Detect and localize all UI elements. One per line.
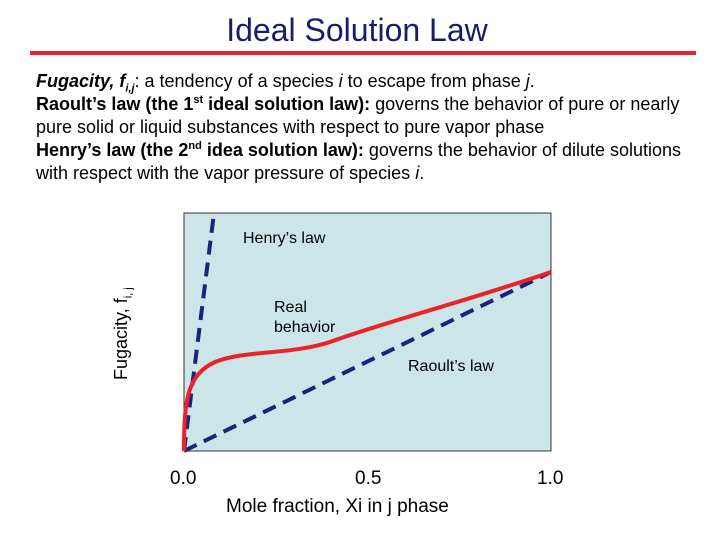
henry-definition: Henry’s law (the 2nd idea solution law):… — [36, 139, 706, 185]
y-axis-label-text: Fugacity, f — [111, 298, 131, 380]
raoult-text: governs the behavior of pure or nearly p… — [36, 94, 680, 137]
real-behavior-label-line2: behavior — [274, 319, 336, 336]
x-axis-label: Mole fraction, Xi in j phase — [226, 496, 449, 517]
henry-term-a: Henry’s law (the 2 — [36, 140, 189, 160]
fugacity-definition: Fugacity, fi,j: a tendency of a species … — [36, 70, 706, 95]
henry-i: i — [415, 163, 420, 183]
real-behavior-label-line1: Real — [274, 299, 307, 316]
y-axis-label: Fugacity, fi, j — [111, 287, 135, 380]
plot-area — [183, 212, 552, 452]
raoult-law-label: Raoult’s law — [408, 358, 494, 375]
real-behavior-curve — [182, 270, 552, 452]
y-axis-label-subscript: i, j — [122, 287, 135, 299]
fugacity-subscript: i,j — [125, 82, 135, 95]
henry-sup: nd — [188, 140, 202, 152]
raoult-law-line — [183, 270, 552, 453]
henry-text-end: . — [419, 163, 425, 183]
fugacity-j: j — [525, 71, 530, 91]
fugacity-term: Fugacity, f — [36, 71, 126, 91]
x-tick-0-5: 0.5 — [355, 468, 382, 489]
page-title: Ideal Solution Law — [226, 12, 488, 48]
fugacity-text-a: : a tendency of a species — [134, 71, 339, 91]
fugacity-text-c: . — [529, 71, 535, 91]
henry-law-line — [182, 212, 216, 452]
x-tick-1: 1.0 — [537, 468, 564, 489]
fugacity-i: i — [338, 71, 343, 91]
raoult-term-b: ideal solution law): — [203, 94, 371, 114]
raoult-sup: st — [193, 94, 204, 106]
fugacity-text-b: to escape from phase — [342, 71, 526, 91]
raoult-term-a: Raoult’s law (the 1 — [36, 94, 194, 114]
henry-text: governs the behavior of dilute solutions… — [36, 140, 682, 183]
title-divider — [30, 51, 696, 55]
intro-text: Fugacity, fi,j: a tendency of a species … — [36, 70, 706, 185]
raoult-definition: Raoult’s law (the 1st ideal solution law… — [36, 93, 706, 139]
x-tick-0: 0.0 — [170, 468, 197, 489]
henry-law-label: Henry’s law — [243, 230, 326, 247]
henry-term-b: idea solution law): — [201, 140, 364, 160]
